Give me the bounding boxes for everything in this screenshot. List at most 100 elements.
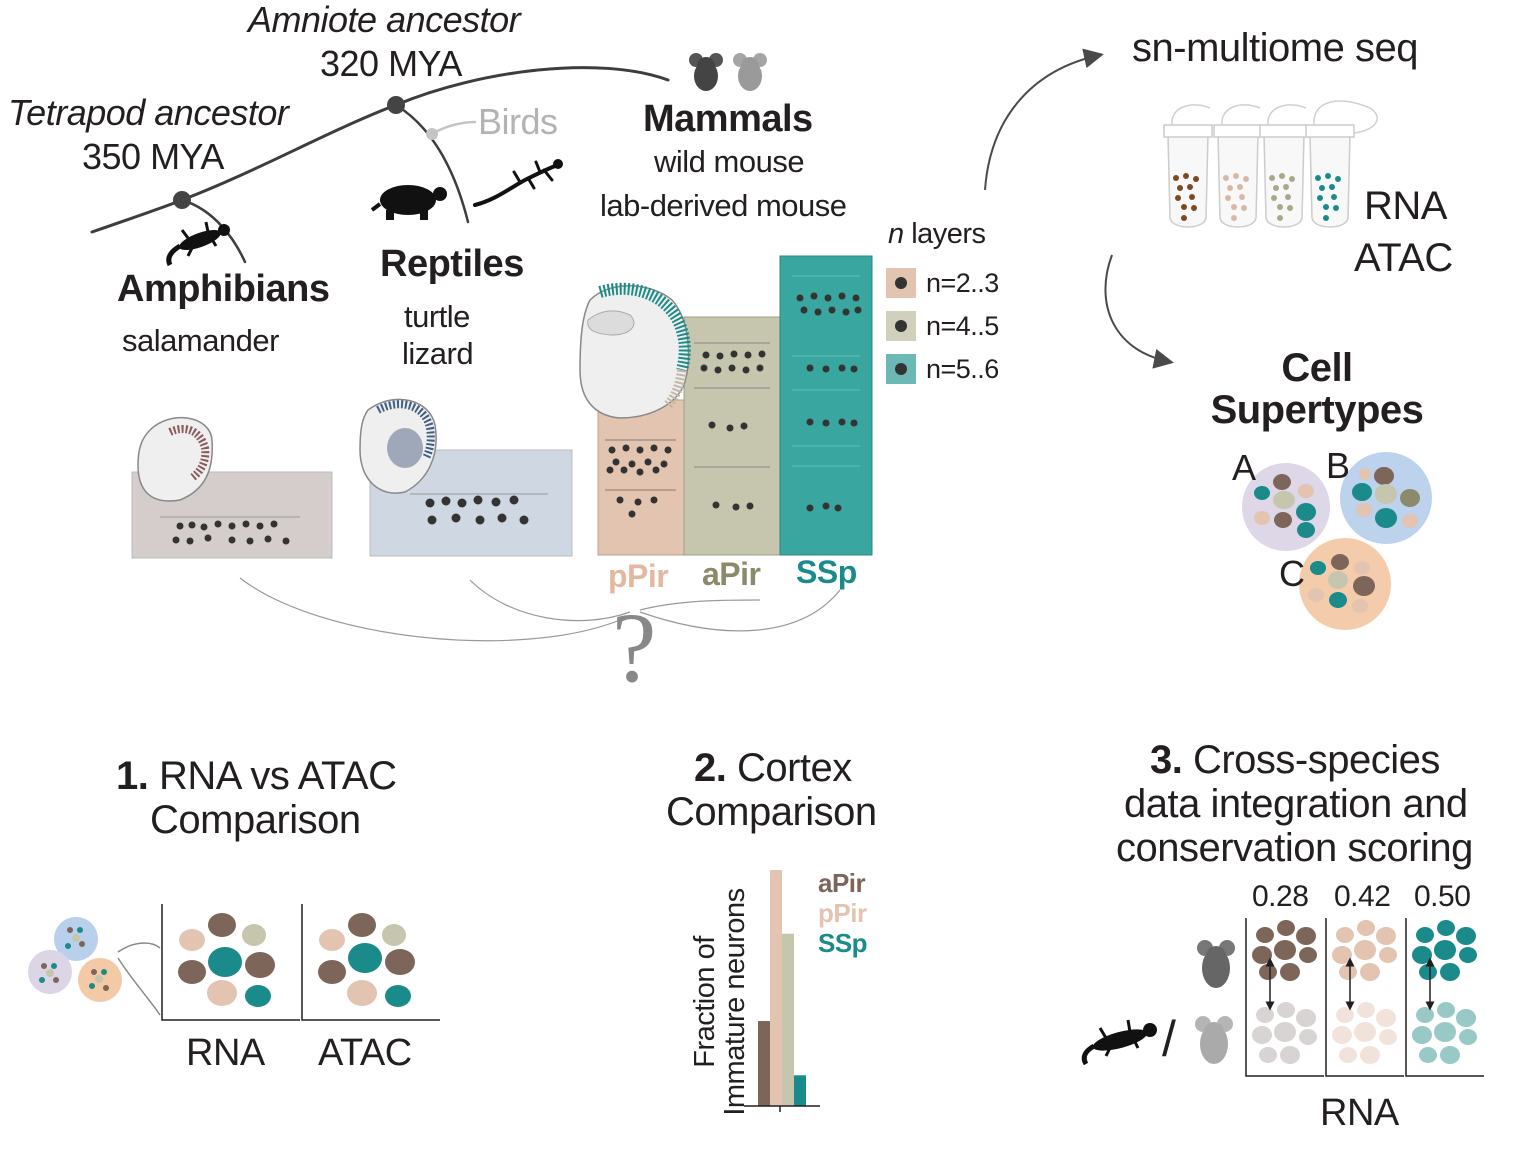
tree-reptile-branch — [394, 103, 470, 224]
mammals-species-2: lab-derived mouse — [600, 188, 847, 223]
sequencing-tubes — [1163, 100, 1378, 228]
supertype-label-b: B — [1326, 445, 1350, 486]
ppir-cells — [605, 439, 676, 518]
panel1-mini-clusters — [28, 917, 161, 1016]
tetrapod-label: Tetrapod ancestor — [8, 92, 289, 133]
legend-item-1: n=2..3 — [926, 268, 999, 298]
reptiles-species-1: turtle — [404, 299, 470, 334]
panel2-title-line1: 2. Cortex — [694, 748, 852, 788]
birds-node — [426, 128, 438, 140]
supertypes-title-1: Cell — [1281, 346, 1353, 390]
layer-legend-swatches — [886, 268, 916, 384]
panel2-legend-apir: aPir — [818, 868, 866, 898]
panel3-col2-cells — [1332, 920, 1397, 1064]
ppir-column — [597, 399, 685, 556]
legend-title-rest: layers — [903, 218, 986, 250]
tube-olive — [1259, 124, 1309, 228]
panel3-mouse-icon — [1197, 940, 1235, 988]
panel1-title-line1: 1. RNA vs ATAC — [116, 754, 397, 798]
panel3-mouse-icon-grey — [1195, 1016, 1233, 1064]
panel1-atac-cells — [318, 913, 415, 1007]
panel3-xlabel: RNA — [1320, 1092, 1399, 1134]
panel2-ylabel-line2: Immature neurons — [719, 888, 751, 1116]
reptiles-species-2: lizard — [402, 336, 474, 371]
supertype-label-c: C — [1279, 553, 1305, 594]
panel3-axes — [1245, 918, 1484, 1077]
tube-teal — [1305, 124, 1355, 228]
region-ssp-label: SSp — [796, 554, 857, 590]
panel1-number: 1. — [116, 754, 149, 798]
sequencing-title: sn-multiome seq — [1132, 26, 1418, 70]
legend-item-2: n=4..5 — [926, 311, 999, 341]
panel3-title-text: Cross-species — [1182, 738, 1440, 782]
mouse-icon-grey — [733, 53, 767, 91]
tetrapod-node — [173, 191, 191, 209]
panel1-axis-rna: RNA — [186, 1032, 265, 1074]
panel3-col3-cells — [1412, 920, 1477, 1064]
bar-aPir-light — [782, 933, 794, 1106]
panel3-score-2: 0.42 — [1334, 880, 1391, 913]
panel2-legend-ssp: SSp — [818, 928, 868, 958]
turtle-cells — [425, 495, 529, 525]
salamander-brain-outline — [137, 416, 214, 502]
tree-trunk — [90, 66, 670, 234]
legend-title: n layers — [888, 220, 986, 249]
panel1-rna-cells — [178, 913, 275, 1007]
salamander-icon — [166, 221, 230, 267]
panel2-title-text: Cortex — [726, 746, 852, 790]
mouse-brain-outline — [579, 282, 691, 419]
panel3-col1-cells — [1252, 920, 1317, 1064]
panel1-axes — [161, 904, 440, 1021]
supertype-A-cells — [1254, 474, 1316, 538]
panel3-title-line1: 3. Cross-species — [1150, 740, 1440, 780]
bar-aPir — [758, 1021, 770, 1106]
arrow-to-supertypes — [1104, 254, 1174, 369]
mammals-title: Mammals — [643, 98, 813, 140]
panel3-score-1: 0.28 — [1252, 880, 1309, 913]
amniote-node — [387, 96, 405, 114]
panel3-salamander-icon — [1081, 1019, 1157, 1066]
supertype-B-cells — [1352, 467, 1420, 528]
comparison-arcs — [239, 577, 841, 642]
sequencing-rna: RNA — [1364, 184, 1447, 228]
amniote-label: Amniote ancestor — [248, 0, 521, 40]
reptiles-title: Reptiles — [380, 243, 524, 285]
panel3-title-line3: conservation scoring — [1116, 826, 1473, 870]
tube-brown — [1163, 124, 1213, 228]
legend-item-3: n=5..6 — [926, 354, 999, 384]
supertype-C-cells — [1308, 554, 1375, 613]
sequencing-atac: ATAC — [1354, 236, 1453, 280]
tree-birds-branch — [430, 120, 477, 136]
panel2-legend-ppir: pPir — [818, 898, 867, 928]
amphibians-title: Amphibians — [117, 268, 330, 310]
panel2-ylabel-line1: Fraction of — [689, 936, 721, 1068]
panel2-bar-chart — [744, 870, 820, 1112]
panel1-axis-atac: ATAC — [318, 1032, 412, 1074]
bar-pPir — [770, 870, 782, 1106]
panel2-number: 2. — [694, 746, 727, 790]
mammals-species-1: wild mouse — [654, 144, 805, 179]
mouse-icon-dark — [689, 53, 723, 91]
panel3-title-line2: data integration and — [1124, 782, 1468, 826]
tube-pink — [1213, 124, 1263, 228]
turtle-brain-outline — [359, 398, 437, 494]
panel3-score-3: 0.50 — [1414, 880, 1471, 913]
amniote-age: 320 MYA — [320, 43, 462, 84]
panel3-number: 3. — [1150, 738, 1183, 782]
supertypes-title-2: Supertypes — [1210, 388, 1424, 432]
bar-SSp — [794, 1075, 806, 1106]
arrow-to-seq — [984, 48, 1104, 191]
panel2-title-line2: Comparison — [666, 790, 877, 834]
birds-label: Birds — [478, 101, 558, 142]
supertype-label-a: A — [1232, 447, 1256, 488]
amphibians-species-1: salamander — [122, 323, 279, 358]
lizard-icon — [473, 159, 563, 207]
apir-cells — [694, 342, 770, 511]
turtle-icon — [370, 185, 447, 220]
region-apir-label: aPir — [702, 556, 761, 592]
panel3-slash: / — [1162, 1011, 1176, 1067]
panel1-title-text: RNA vs ATAC — [148, 754, 397, 798]
question-mark: ? — [612, 592, 656, 703]
